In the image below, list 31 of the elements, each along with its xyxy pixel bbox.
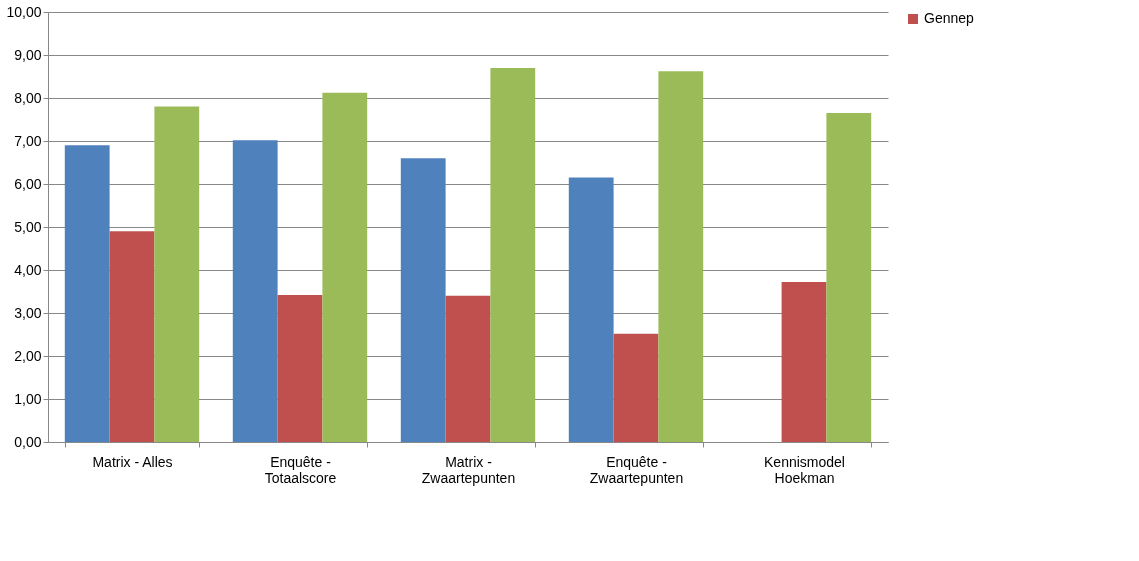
bar	[232, 140, 278, 442]
y-tick-label: 5,00	[14, 218, 42, 235]
x-tick-label: Kennismodel Hoekman	[764, 453, 845, 486]
y-tick-label: 3,00	[14, 304, 42, 321]
x-tick-label: Enquête - Totaalscore	[264, 453, 337, 486]
bar	[109, 231, 155, 442]
x-tick-label: Enquête - Zwaartepunten	[589, 453, 684, 486]
bar	[613, 333, 659, 442]
legend-label: Gennep	[924, 10, 975, 26]
bar	[781, 282, 827, 442]
bar	[64, 145, 110, 442]
bar	[400, 158, 446, 442]
x-tick-label: Matrix - Zwaartepunten	[421, 453, 516, 486]
y-tick-label: 4,00	[14, 261, 42, 278]
bar	[445, 295, 491, 442]
x-tick-label: Matrix - Alles	[92, 453, 173, 470]
y-tick-label: 8,00	[14, 89, 42, 106]
y-tick-label: 6,00	[14, 175, 42, 192]
y-tick-label: 9,00	[14, 46, 42, 63]
bar	[154, 106, 200, 442]
bar	[490, 67, 536, 442]
y-tick-label: 1,00	[14, 390, 42, 407]
bar	[826, 113, 872, 442]
bar	[658, 71, 704, 442]
y-tick-label: 0,00	[14, 433, 42, 450]
y-tick-label: 10,00	[6, 3, 42, 20]
bar	[568, 177, 614, 442]
y-tick-label: 7,00	[14, 132, 42, 149]
bar	[322, 92, 368, 442]
bar	[277, 294, 323, 442]
y-tick-label: 2,00	[14, 347, 42, 364]
